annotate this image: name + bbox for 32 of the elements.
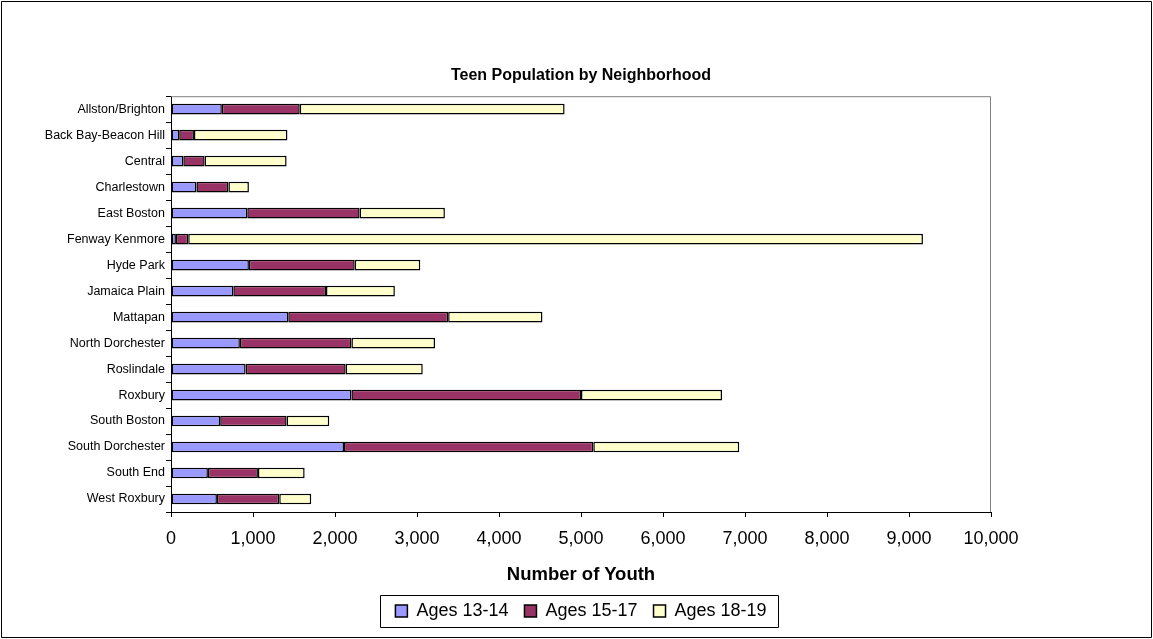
y-tick-label: Fenway Kenmore xyxy=(67,231,166,246)
y-tick-label: Mattapan xyxy=(112,309,166,324)
legend-label: Ages 18-19 xyxy=(674,599,767,620)
legend-label: Ages 15-17 xyxy=(545,599,638,620)
legend-label: Ages 13-14 xyxy=(416,599,509,620)
x-tick-label: 9,000 xyxy=(886,527,932,548)
x-axis-title: Number of Youth xyxy=(506,562,656,584)
x-tick-label: 5,000 xyxy=(558,527,604,548)
y-tick-label: South Boston xyxy=(89,413,166,428)
x-tick-label: 3,000 xyxy=(394,527,440,548)
x-tick-label: 8,000 xyxy=(804,527,850,548)
x-tick-label: 4,000 xyxy=(476,527,522,548)
y-tick-label: West Roxbury xyxy=(86,491,166,506)
y-tick-label: Roslindale xyxy=(106,361,166,376)
y-tick-label: Roxbury xyxy=(118,387,166,402)
y-tick-label: Central xyxy=(124,153,165,168)
chart-title: Teen Population by Neighborhood xyxy=(450,66,712,84)
y-tick-label: Charlestown xyxy=(95,179,166,194)
y-tick-label: East Boston xyxy=(97,205,166,220)
x-tick-label: 10,000 xyxy=(963,527,1019,548)
y-tick-label: Back Bay-Beacon Hill xyxy=(44,127,165,142)
y-tick-label: Jamaica Plain xyxy=(87,283,166,298)
y-tick-label: Allston/Brighton xyxy=(77,101,166,116)
y-tick-label: Hyde Park xyxy=(106,257,166,272)
x-tick-label: 0 xyxy=(165,527,177,548)
x-tick-label: 6,000 xyxy=(640,527,686,548)
y-tick-label: South Dorchester xyxy=(67,439,165,454)
x-tick-label: 7,000 xyxy=(722,527,768,548)
y-tick-label: South End xyxy=(106,465,166,480)
x-tick-label: 1,000 xyxy=(230,527,276,548)
y-tick-label: North Dorchester xyxy=(69,335,165,350)
x-tick-label: 2,000 xyxy=(312,527,358,548)
